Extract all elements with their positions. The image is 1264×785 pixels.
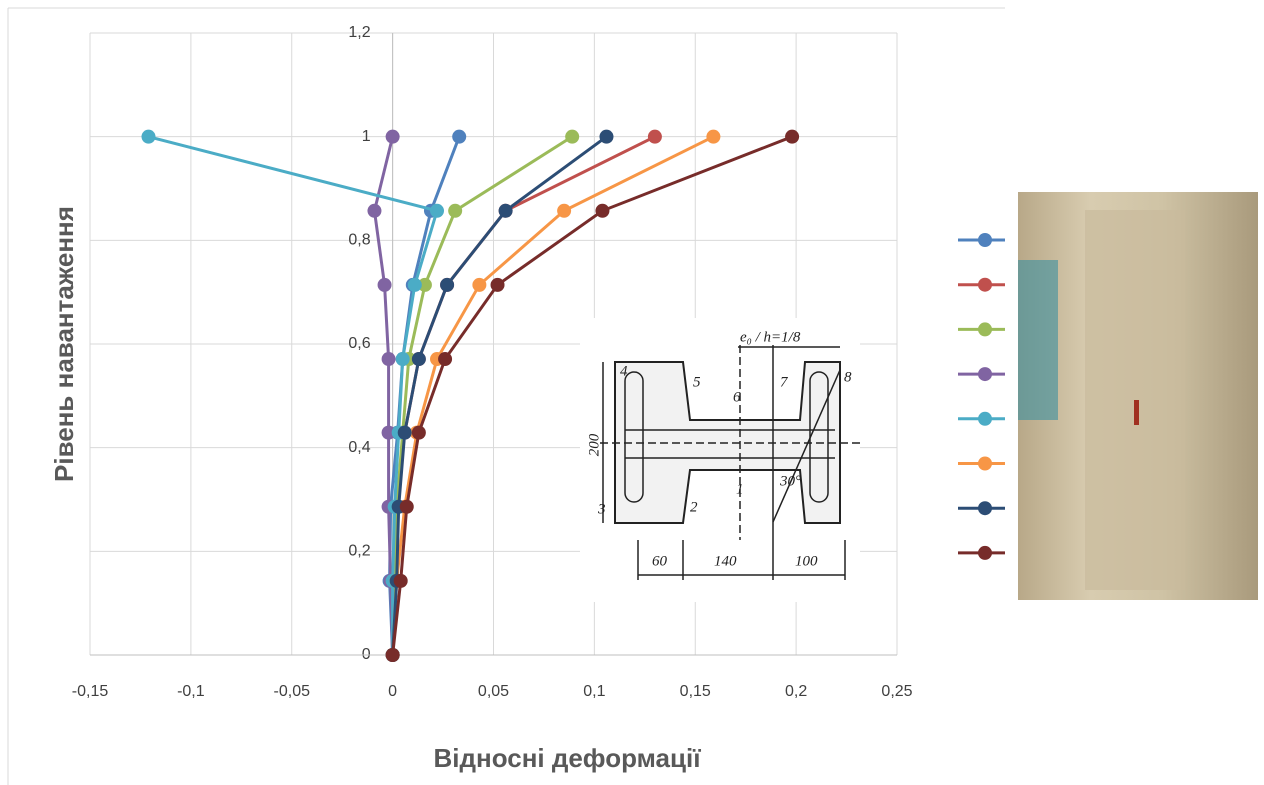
legend-marker [978, 545, 992, 560]
data-point [407, 277, 422, 292]
x-tick-label: 0,15 [680, 683, 711, 700]
data-point [595, 203, 610, 218]
inset-label: 3 [597, 501, 606, 517]
inset-label: 200 [586, 433, 602, 456]
data-point [430, 203, 445, 218]
data-point [411, 352, 426, 367]
data-point [498, 203, 513, 218]
legend-marker [978, 456, 992, 471]
x-axis-title: Відносні деформації [433, 743, 701, 773]
inset-label: 100 [795, 553, 818, 569]
inset-label: 6 [733, 389, 741, 405]
data-point [377, 277, 392, 292]
inset-label: 7 [780, 374, 789, 390]
data-point [381, 425, 396, 440]
data-point [472, 277, 487, 292]
data-point [706, 129, 721, 144]
legend-marker [978, 367, 992, 382]
y-tick-label: 0,6 [348, 335, 370, 352]
y-axis-title: Рівень навантаження [49, 206, 79, 482]
data-point [785, 129, 800, 144]
inset-label: 5 [693, 374, 701, 390]
plot [141, 129, 800, 662]
series-line [148, 135, 439, 655]
legend-marker [978, 501, 992, 516]
x-tick-label: 0,05 [478, 683, 509, 700]
data-point [417, 277, 432, 292]
inset-diagram: e₀ / h=1/8 4 5 6 7 8 200 3 2 1 30° 60 14… [580, 318, 860, 602]
legend-marker [978, 277, 992, 292]
x-tick-label: 0,25 [881, 683, 912, 700]
y-tick-label: 0,4 [348, 439, 370, 456]
data-point [490, 277, 505, 292]
x-tick-label: -0,15 [72, 683, 109, 700]
data-point [599, 129, 614, 144]
inset-label: 1 [736, 481, 744, 497]
inset-label: 30° [779, 473, 801, 489]
data-point [411, 425, 426, 440]
series-line [391, 135, 573, 656]
series-line [391, 135, 793, 656]
y-tick-label: 0,2 [348, 543, 370, 560]
legend-marker [978, 233, 992, 247]
inset-label: e₀ / h=1/8 [740, 329, 801, 345]
data-point [565, 129, 580, 144]
y-tick-label: 1 [362, 128, 371, 145]
x-tick-label: 0,1 [583, 683, 605, 700]
y-tick-label: 0,8 [348, 232, 370, 249]
data-point [452, 129, 467, 144]
data-point [393, 573, 408, 588]
data-point [395, 352, 410, 367]
legend [958, 233, 1005, 560]
data-point [438, 352, 453, 367]
data-point [385, 648, 400, 662]
inset-label: 8 [844, 369, 852, 385]
data-point [448, 203, 463, 218]
data-point [367, 203, 382, 218]
data-point [397, 425, 412, 440]
data-point [141, 129, 156, 144]
x-tick-label: 0 [388, 683, 397, 700]
data-point [440, 277, 455, 292]
data-point [381, 352, 396, 367]
data-point [385, 129, 400, 144]
series-line [391, 135, 608, 656]
legend-marker [978, 322, 992, 337]
series-line [372, 136, 395, 656]
y-tick-label: 1,2 [348, 24, 370, 41]
inset-label: 2 [690, 499, 698, 515]
x-tick-label: -0,05 [274, 683, 311, 700]
inset-label: 140 [714, 553, 737, 569]
data-point [557, 203, 572, 218]
data-point [399, 499, 414, 514]
x-tick-label: 0,2 [785, 683, 807, 700]
inset-label: 60 [652, 553, 668, 569]
photo [1018, 192, 1258, 600]
legend-marker [978, 411, 992, 426]
x-tick-label: -0,1 [177, 683, 205, 700]
inset-label: 4 [620, 363, 628, 379]
data-point [647, 129, 662, 144]
diagram-lines [600, 345, 860, 580]
